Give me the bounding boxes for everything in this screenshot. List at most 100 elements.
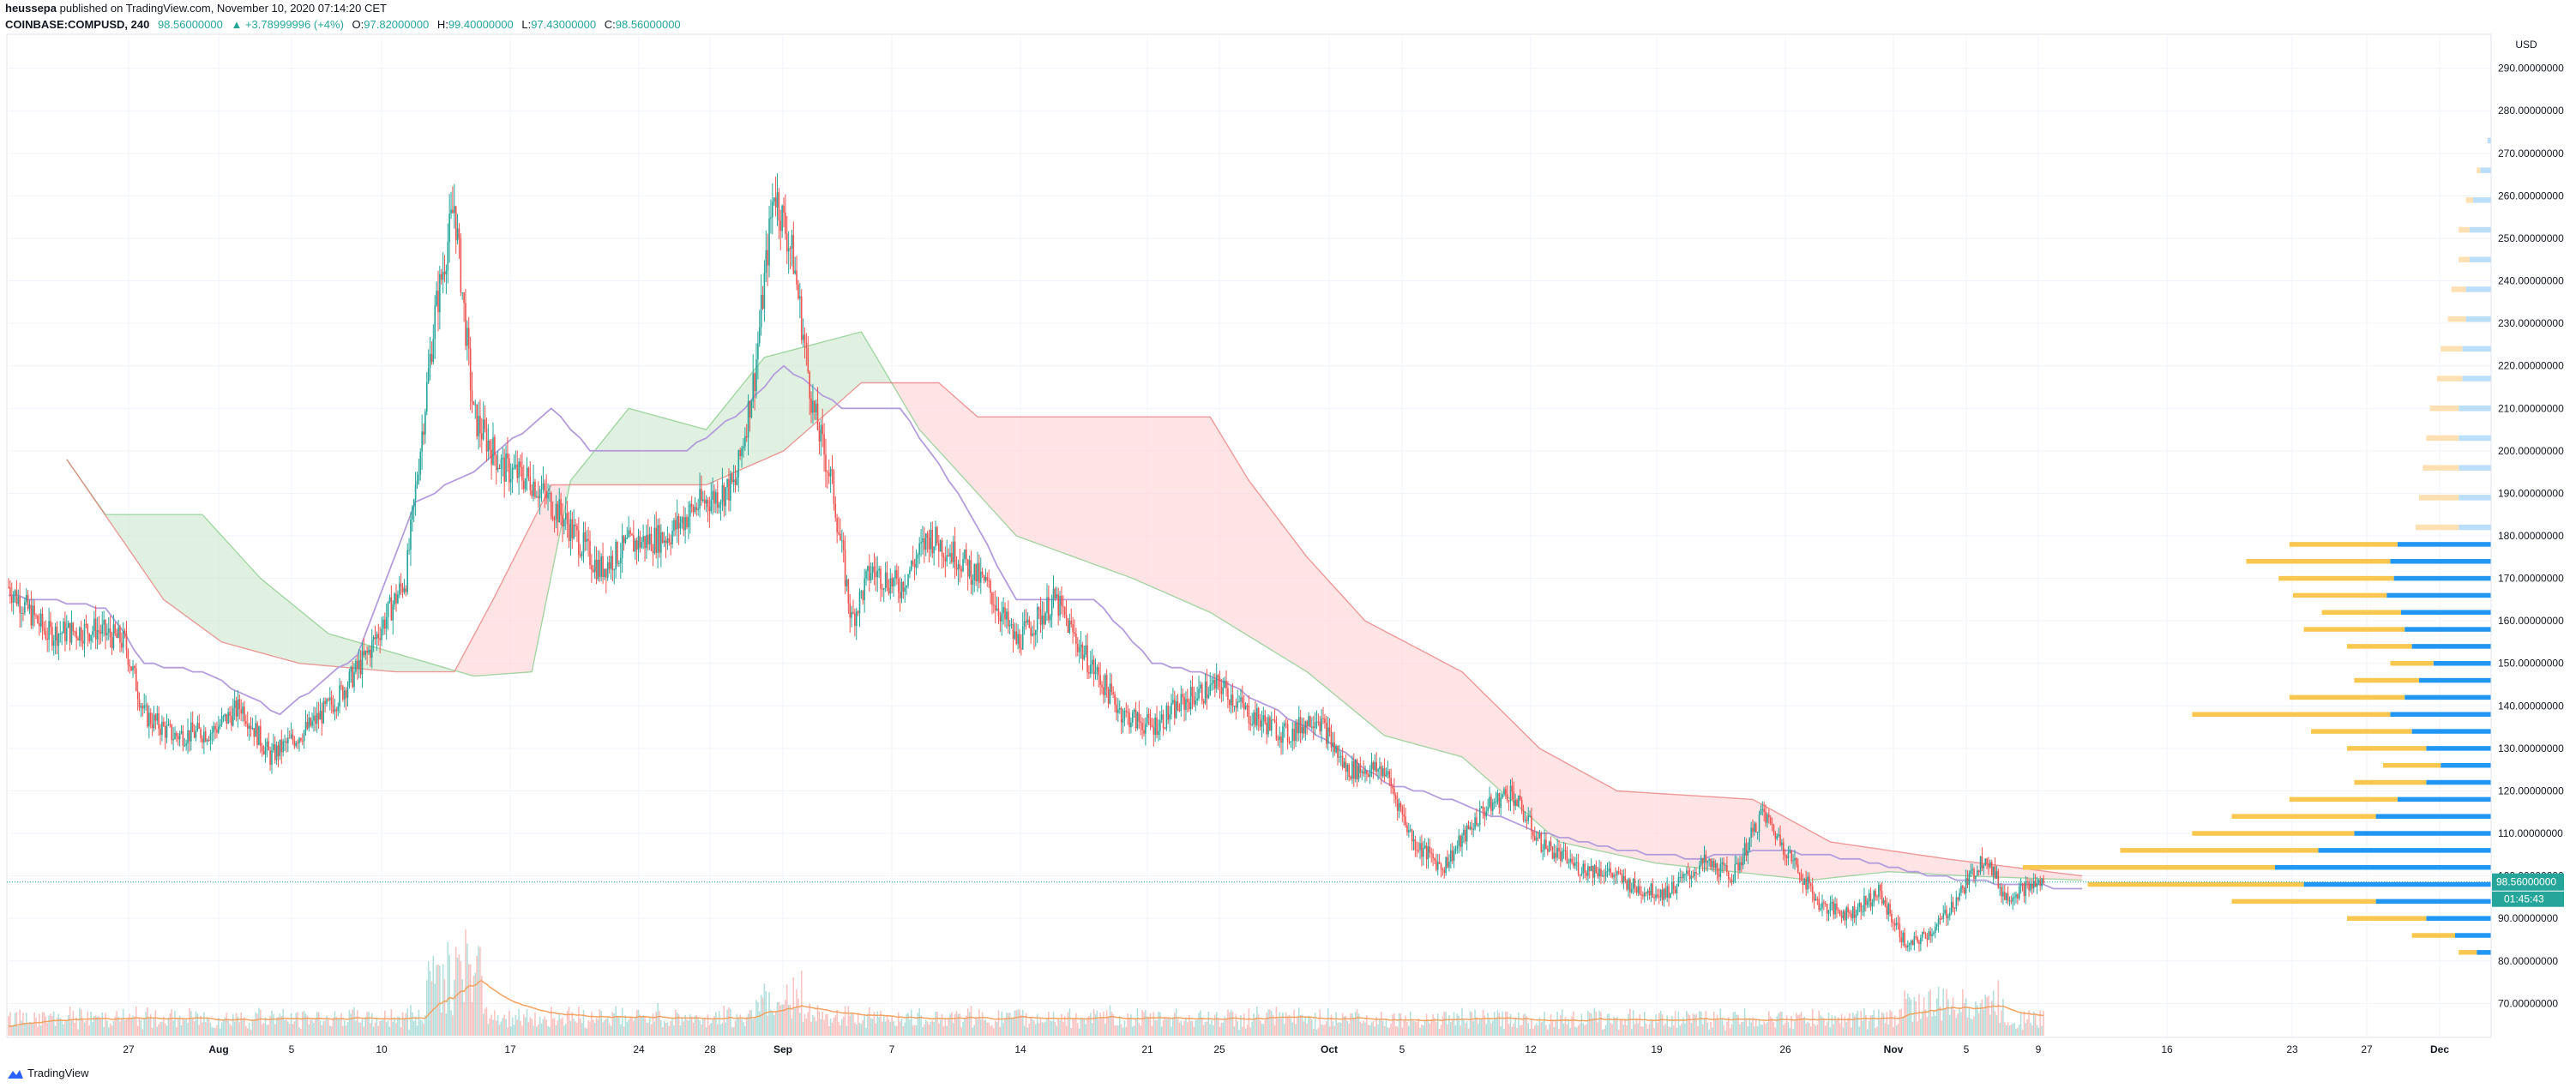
volume-bar — [690, 1016, 693, 1036]
candle — [1778, 827, 1779, 839]
volume-bar — [576, 1022, 578, 1036]
volume-bar — [94, 1015, 97, 1036]
candle-body — [1256, 707, 1258, 726]
volume-bar — [1851, 1027, 1852, 1036]
candle-body — [1411, 829, 1413, 842]
candle — [374, 625, 376, 646]
candle — [33, 599, 35, 627]
candle-body — [1125, 710, 1128, 712]
candle — [334, 699, 336, 721]
candle-body — [670, 542, 671, 544]
candle — [842, 532, 845, 563]
volume-bar — [1582, 1023, 1585, 1036]
volume-bar — [1640, 1026, 1642, 1036]
candle — [1926, 932, 1929, 947]
candle — [1813, 891, 1815, 910]
candle-body — [1810, 883, 1812, 887]
candle-body — [593, 559, 596, 573]
candle — [779, 209, 782, 250]
volume-bar — [177, 1018, 179, 1036]
candle — [551, 501, 554, 522]
candle-body — [1831, 901, 1833, 904]
volume-bar — [489, 1018, 491, 1036]
candle-body — [1659, 889, 1662, 898]
candle — [1593, 863, 1596, 885]
candle-body — [1582, 863, 1585, 874]
candle — [1476, 808, 1478, 827]
volume-bar — [1259, 1020, 1261, 1036]
candle-body — [202, 738, 203, 742]
candle-body — [377, 634, 380, 639]
candle-body — [1162, 714, 1165, 729]
volume-bar — [749, 1010, 751, 1036]
volume-bar — [244, 1017, 245, 1036]
volume-bar — [1146, 1016, 1148, 1036]
candle — [1712, 857, 1713, 872]
candle — [190, 712, 192, 751]
candle-body — [1602, 875, 1604, 877]
volume-bar — [410, 1005, 412, 1036]
candle-body — [1587, 866, 1589, 876]
candle-body — [1243, 703, 1245, 710]
volume-bar — [116, 1010, 117, 1036]
candle — [1280, 732, 1282, 755]
candle-body — [822, 424, 823, 435]
candle-body — [266, 741, 268, 748]
volume-bar — [833, 1017, 835, 1036]
candle — [912, 545, 914, 567]
candle-body — [1487, 807, 1489, 811]
volume-bar — [688, 1020, 689, 1036]
volume-bar — [721, 1023, 724, 1036]
candle-body — [1851, 906, 1854, 919]
volume-bar — [98, 1016, 100, 1036]
candle-body — [434, 305, 436, 340]
volume-bar — [1008, 1013, 1011, 1036]
volume-bar — [9, 1012, 11, 1036]
candle — [1135, 701, 1137, 732]
symbol-label[interactable]: COINBASE:COMPUSD, 240 — [5, 18, 150, 31]
candle — [1950, 893, 1953, 916]
volume-bar — [1893, 1015, 1896, 1036]
volume-bar — [397, 1016, 399, 1036]
candle — [368, 646, 370, 655]
volume-bar — [1133, 1025, 1135, 1036]
volume-bar — [1138, 1023, 1141, 1036]
candle — [1527, 807, 1530, 825]
candle — [894, 565, 896, 586]
volume-bar — [1592, 1018, 1594, 1036]
candle-body — [1619, 873, 1622, 875]
candle-body — [1327, 727, 1329, 744]
candle — [1172, 688, 1174, 706]
candle-body — [534, 481, 536, 497]
volume-bar — [1655, 1014, 1657, 1036]
candle-body — [647, 534, 649, 544]
volume-bar — [123, 1020, 126, 1036]
candle-body — [1335, 745, 1337, 753]
volume-bar — [1671, 1015, 1673, 1036]
candle-body — [1010, 624, 1013, 626]
volume-bar — [1598, 1010, 1600, 1036]
candle — [245, 714, 247, 727]
candle-body — [481, 433, 483, 440]
volume-bar — [1935, 1015, 1936, 1036]
candle-body — [847, 579, 850, 604]
candle-body — [1598, 869, 1600, 877]
candle-body — [1416, 850, 1418, 851]
candle — [213, 721, 214, 742]
candle — [624, 534, 627, 544]
volume-bar — [376, 1017, 378, 1036]
candle — [1171, 694, 1172, 720]
volume-bar — [1178, 1022, 1181, 1036]
candle — [1290, 741, 1292, 748]
candle — [1120, 706, 1122, 735]
candle-body — [277, 745, 280, 756]
candle — [1976, 865, 1978, 877]
candle-body — [1724, 865, 1726, 867]
candle — [50, 611, 51, 635]
candle — [1094, 658, 1097, 680]
candle — [132, 659, 134, 678]
candle — [1668, 883, 1670, 907]
volume-bar — [1394, 1025, 1397, 1036]
volume-bar — [1304, 1016, 1307, 1036]
